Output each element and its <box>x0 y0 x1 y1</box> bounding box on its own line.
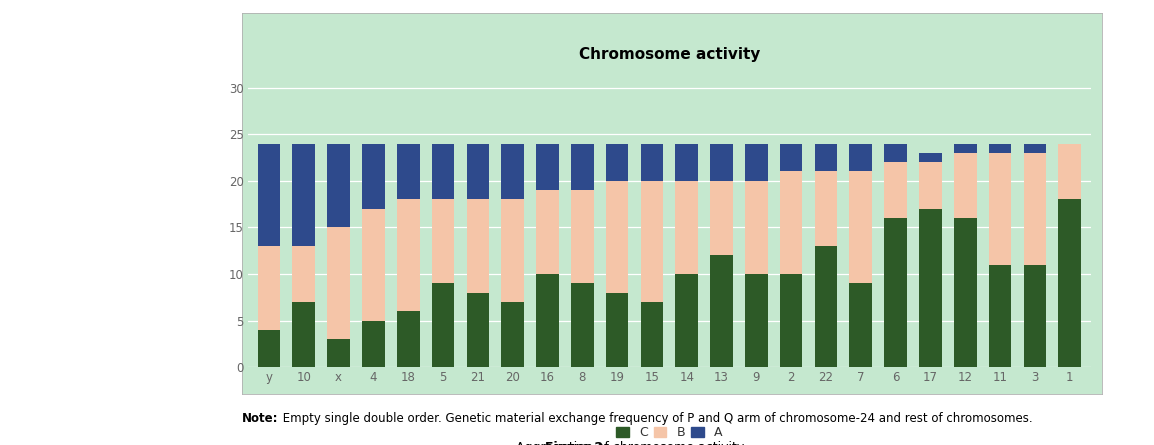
Bar <box>780 171 802 274</box>
Bar <box>815 143 838 171</box>
Bar <box>919 209 942 367</box>
Bar <box>537 274 559 367</box>
Bar <box>328 143 350 227</box>
Bar <box>640 302 664 367</box>
Bar <box>606 293 629 367</box>
Bar <box>989 265 1011 367</box>
Bar <box>432 199 455 283</box>
Bar <box>466 293 489 367</box>
Bar <box>849 143 872 171</box>
Bar <box>466 199 489 293</box>
Text: Aggregation of chromosome activity.: Aggregation of chromosome activity. <box>511 441 747 445</box>
Bar <box>571 190 593 283</box>
Bar <box>606 143 629 181</box>
Bar <box>780 274 802 367</box>
Title: Chromosome activity: Chromosome activity <box>578 47 760 62</box>
Bar <box>710 255 733 367</box>
Bar <box>815 171 838 246</box>
Text: Note:: Note: <box>242 412 279 425</box>
Bar <box>501 199 524 302</box>
Bar <box>1024 265 1047 367</box>
Bar <box>710 181 733 255</box>
Bar <box>292 143 315 246</box>
Bar <box>1024 143 1047 153</box>
Bar <box>745 143 767 181</box>
Bar <box>1024 153 1047 265</box>
Bar <box>537 190 559 274</box>
Bar <box>397 199 420 311</box>
Bar <box>640 181 664 302</box>
Bar <box>362 209 384 320</box>
Bar <box>954 153 976 218</box>
Bar <box>710 143 733 181</box>
Bar <box>849 283 872 367</box>
Bar <box>954 218 976 367</box>
Bar <box>501 143 524 199</box>
Legend: C, B, A: C, B, A <box>612 421 727 445</box>
Bar <box>571 143 593 190</box>
Bar <box>432 283 455 367</box>
Bar <box>989 143 1011 153</box>
Bar <box>328 339 350 367</box>
Bar <box>257 330 280 367</box>
Bar <box>884 162 907 218</box>
Bar <box>954 143 976 153</box>
Bar <box>362 143 384 209</box>
Bar <box>815 246 838 367</box>
Bar <box>292 302 315 367</box>
Bar <box>675 181 698 274</box>
Bar <box>397 311 420 367</box>
Bar <box>745 181 767 274</box>
Bar <box>571 283 593 367</box>
Bar <box>362 320 384 367</box>
Text: Empty single double order. Genetic material exchange frequency of P and Q arm of: Empty single double order. Genetic mater… <box>279 412 1033 425</box>
Bar <box>1058 143 1081 199</box>
Bar <box>292 246 315 302</box>
Bar <box>257 143 280 246</box>
Bar <box>919 153 942 162</box>
Bar <box>919 162 942 209</box>
Bar <box>849 171 872 283</box>
Bar <box>606 181 629 293</box>
Bar <box>537 143 559 190</box>
Bar <box>884 218 907 367</box>
Bar <box>328 227 350 339</box>
Bar <box>884 143 907 162</box>
Bar <box>780 143 802 171</box>
Bar <box>745 274 767 367</box>
Bar <box>466 143 489 199</box>
Text: Figure 2:: Figure 2: <box>546 441 608 445</box>
Bar <box>989 153 1011 265</box>
Bar <box>432 143 455 199</box>
Bar <box>397 143 420 199</box>
Bar <box>675 274 698 367</box>
Bar <box>640 143 664 181</box>
Bar <box>675 143 698 181</box>
Bar <box>501 302 524 367</box>
Bar <box>257 246 280 330</box>
Bar <box>1058 199 1081 367</box>
